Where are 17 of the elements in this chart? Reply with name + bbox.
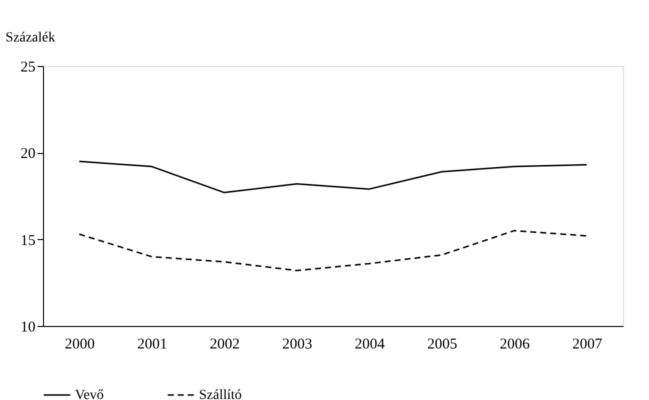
x-tick-label: 2003 [282, 336, 312, 352]
x-tick-label: 2000 [64, 336, 95, 352]
y-tick-label: 15 [20, 232, 36, 249]
x-tick-label: 2006 [500, 336, 530, 352]
legend-label: Vevő [75, 388, 104, 400]
y-tick-label: 25 [20, 60, 36, 76]
line-series [78, 230, 588, 272]
y-tick-label: 20 [20, 146, 36, 162]
x-tick-label: 2005 [427, 336, 458, 352]
line-series [78, 160, 588, 194]
x-tick-label: 2007 [572, 336, 603, 352]
x-tick-label: 2002 [210, 336, 240, 352]
x-tick-label: 2001 [137, 336, 168, 352]
y-axis-title: Százalék [6, 30, 56, 46]
y-tick-label: 10 [20, 320, 36, 336]
x-tick-label: 2004 [354, 336, 386, 352]
legend-label: Szállító [199, 388, 242, 400]
